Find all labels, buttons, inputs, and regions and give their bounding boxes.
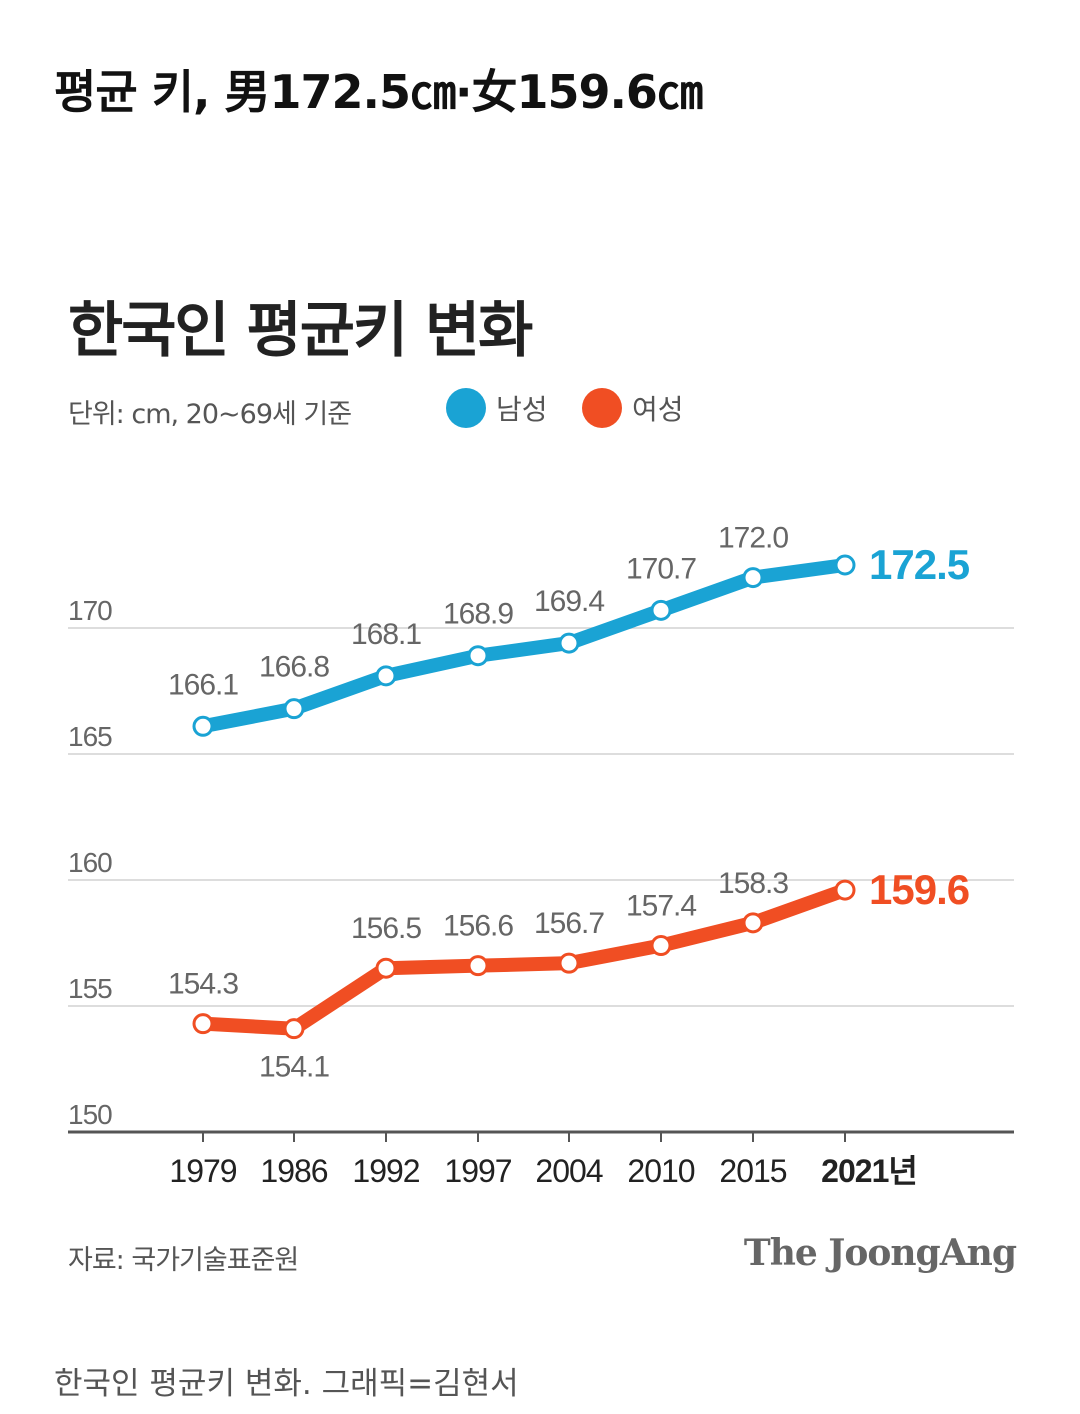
- x-tick-label: 1986: [260, 1153, 327, 1189]
- data-label: 166.8: [259, 651, 329, 684]
- female-series-line: [196, 883, 852, 1036]
- data-label: 156.7: [534, 907, 604, 940]
- data-point: [834, 879, 856, 901]
- x-tick-label: 1992: [352, 1153, 419, 1189]
- data-point: [375, 957, 397, 979]
- data-label-final: 172.5: [869, 541, 970, 588]
- data-point: [192, 1013, 214, 1035]
- data-label: 154.3: [168, 968, 238, 1001]
- data-label: 168.1: [351, 618, 421, 651]
- y-tick-label: 160: [68, 847, 112, 878]
- data-label: 157.4: [626, 890, 696, 923]
- y-tick-label: 150: [68, 1099, 112, 1130]
- data-point: [834, 554, 856, 576]
- data-point: [283, 1018, 305, 1040]
- data-label: 172.0: [718, 522, 788, 555]
- data-label: 170.7: [626, 552, 696, 585]
- y-tick-label: 155: [68, 973, 112, 1004]
- legend-male-dot: [446, 388, 486, 428]
- data-point: [558, 952, 580, 974]
- x-tick-label: 2021년: [821, 1153, 917, 1189]
- data-point: [650, 935, 672, 957]
- x-tick-label: 1979: [169, 1153, 236, 1189]
- x-tick-label: 2004: [535, 1153, 602, 1189]
- data-point: [375, 665, 397, 687]
- data-label: 154.1: [259, 1051, 329, 1084]
- unit-note: 단위: cm, 20~69세 기준: [68, 399, 352, 430]
- source-note: 자료: 국가기술표준원: [68, 1245, 299, 1276]
- male-series-line: [196, 558, 852, 734]
- chart-title: 한국인 평균키 변화: [68, 296, 533, 366]
- publisher-logo: The JoongAng: [743, 1232, 1017, 1274]
- data-point: [283, 698, 305, 720]
- data-label: 156.5: [351, 912, 421, 945]
- y-tick-label: 170: [68, 595, 112, 626]
- legend-male-label: 남성: [496, 393, 548, 426]
- data-label: 156.6: [443, 910, 513, 943]
- image-caption: 한국인 평균키 변화. 그래픽=김현서: [54, 1366, 519, 1402]
- data-point: [650, 599, 672, 621]
- headline: 평균 키, 男172.5㎝·女159.6㎝: [54, 65, 703, 119]
- data-point: [742, 567, 764, 589]
- data-point: [467, 645, 489, 667]
- height-line-chart: 150 155 160 165 170 1979 1986 1992 1997 2004 2010 2…: [68, 522, 1014, 1189]
- data-label: 158.3: [718, 867, 788, 900]
- x-tick-label: 1997: [444, 1153, 511, 1189]
- data-point: [192, 715, 214, 737]
- legend-female-label: 여성: [632, 393, 684, 426]
- legend-female-dot: [582, 388, 622, 428]
- x-tick-label: 2010: [627, 1153, 694, 1189]
- data-label: 166.1: [168, 668, 238, 701]
- legend-male: 남성: [446, 388, 548, 428]
- x-tick-label: 2015: [719, 1153, 786, 1189]
- y-tick-label: 165: [68, 721, 112, 752]
- data-point: [558, 632, 580, 654]
- data-label-final: 159.6: [869, 866, 969, 913]
- data-label: 169.4: [534, 585, 604, 618]
- data-point: [742, 912, 764, 934]
- legend-female: 여성: [582, 388, 684, 428]
- data-label: 168.9: [443, 598, 513, 631]
- data-point: [467, 955, 489, 977]
